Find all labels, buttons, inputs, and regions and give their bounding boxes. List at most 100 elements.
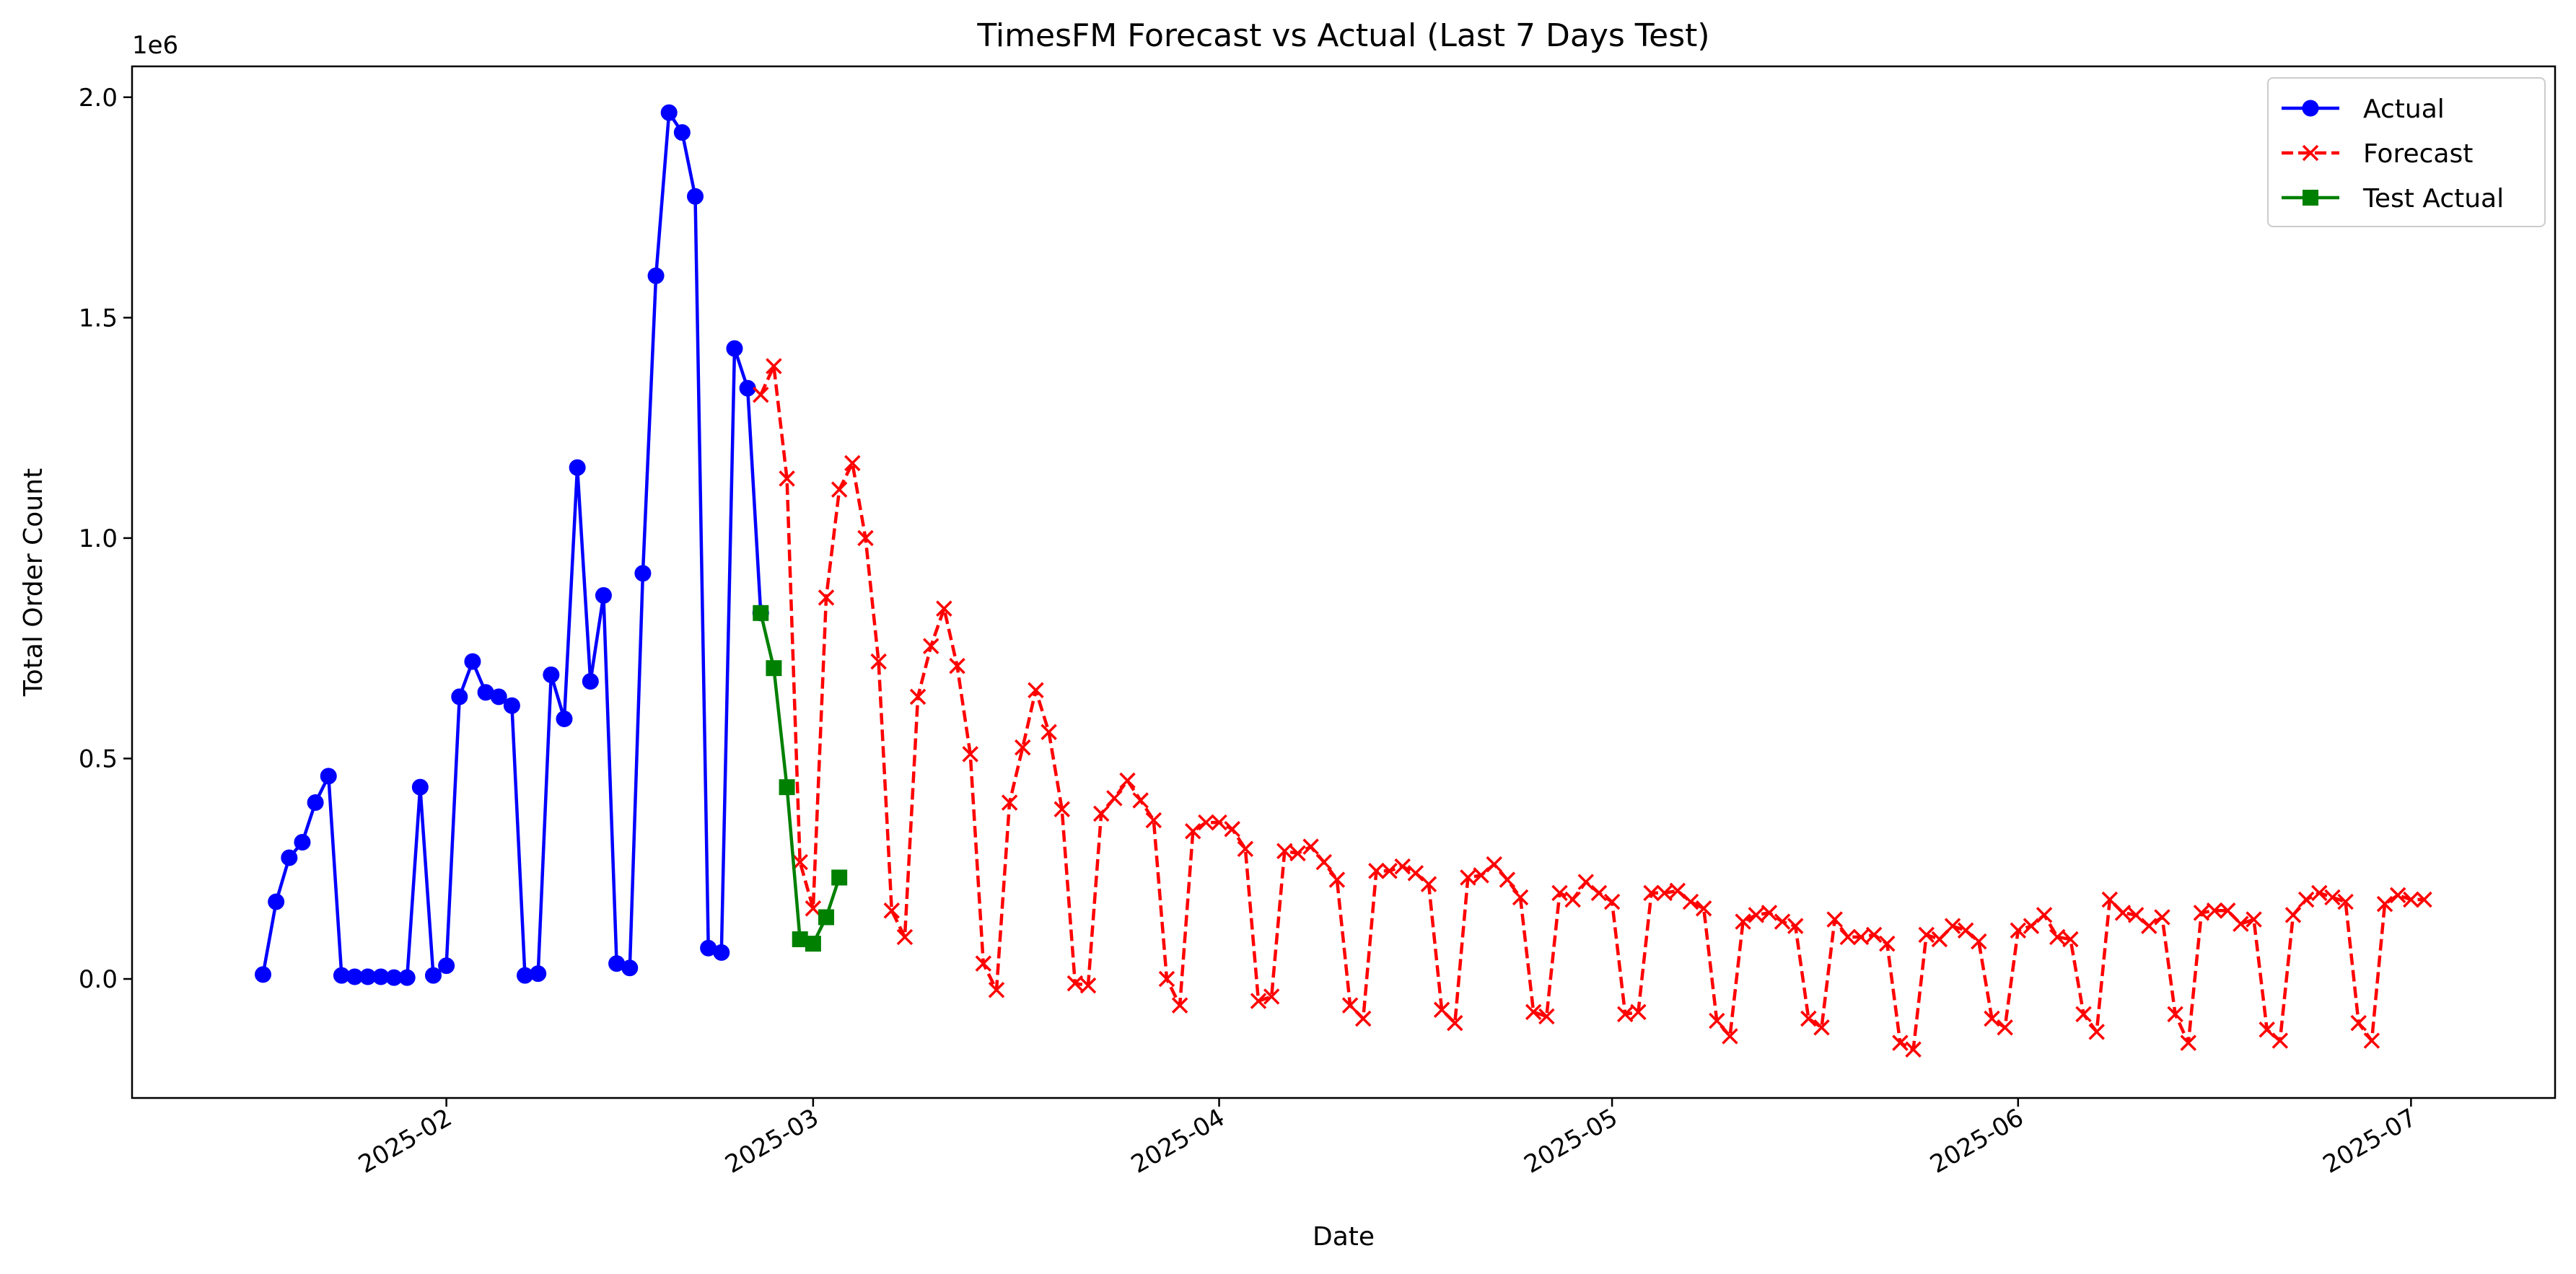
legend-marker [2302,144,2319,162]
data-point-actual [307,794,324,812]
y-tick-label: 1.0 [79,524,118,553]
legend-items: Actual Forecast Test Actual [2282,95,2504,214]
data-point-forecast [1394,858,1411,875]
data-point-forecast [1354,1010,1372,1027]
y-offset-label: 1e6 [132,31,178,60]
data-point-actual [530,965,547,983]
data-point-forecast [1538,1008,1555,1025]
data-point-forecast [883,902,901,919]
data-point-test-actual [753,605,769,621]
data-point-forecast [2246,911,2262,928]
data-point-forecast [2180,1034,2196,1051]
data-point-forecast [1590,884,1608,902]
data-point-forecast [1066,975,1084,992]
data-point-forecast [1106,790,1123,807]
data-point-forecast [1944,918,1961,934]
x-tick-label: 2025-07 [2318,1103,2422,1179]
data-point-forecast [1603,893,1621,910]
data-point-forecast [2075,1006,2092,1023]
data-point-forecast [1682,893,1699,910]
data-point-forecast [1263,988,1280,1005]
data-point-forecast [1158,970,1175,988]
data-point-forecast [2376,895,2393,913]
data-point-actual [464,653,481,670]
data-point-forecast [2311,884,2328,902]
data-point-forecast [1224,820,1240,838]
data-point-forecast [2297,891,2315,908]
data-point-forecast [1198,814,1214,831]
data-point-forecast [975,955,992,972]
data-point-forecast [2023,918,2040,934]
data-point-forecast [1905,1041,1922,1058]
data-point-actual [451,688,468,706]
data-point-forecast [1748,907,1765,923]
data-point-actual [634,565,652,582]
data-point-forecast [2010,922,2027,939]
plot-background [132,66,2555,1098]
data-point-actual [726,340,743,357]
y-tick-label: 0.5 [79,744,118,773]
data-point-forecast [1800,1010,1817,1027]
data-point-forecast [1695,900,1712,917]
y-axis: 0.0 0.5 1.0 1.5 2.0 [79,84,132,994]
data-point-forecast [1630,1003,1647,1021]
data-point-forecast [1709,1012,1725,1029]
data-point-forecast [1119,772,1136,789]
data-point-forecast [2324,889,2341,906]
series-test-actual [753,605,848,952]
chart-title: TimesFM Forecast vs Actual (Last 7 Days … [976,17,1709,54]
data-point-forecast [1839,928,1857,946]
data-point-actual [595,587,612,604]
data-point-forecast [844,454,861,472]
data-point-forecast [870,653,887,670]
data-point-test-actual [779,779,795,796]
y-tick-label: 1.5 [79,304,118,333]
data-point-forecast [779,470,795,487]
data-point-actual [424,967,442,984]
data-point-forecast [1892,1034,1909,1051]
data-point-actual [569,459,586,476]
legend-label: Test Actual [2362,184,2504,214]
data-point-forecast [2127,907,2145,923]
data-point-forecast [831,481,848,498]
data-point-forecast [1984,1010,2000,1027]
data-point-forecast [1053,801,1070,817]
data-point-forecast [1132,792,1149,809]
data-point-forecast [2049,928,2066,946]
data-point-forecast [2193,905,2210,921]
x-tick-label: 2025-05 [1520,1103,1623,1179]
series-forecast [753,358,2432,1058]
legend-label: Forecast [2363,139,2473,169]
data-point-actual [255,966,272,983]
data-point-forecast [1460,869,1476,886]
data-point-forecast [1564,891,1581,908]
data-point-forecast [2284,907,2302,923]
series-layer [255,104,2432,1058]
data-point-forecast [1079,977,1097,994]
data-point-forecast [753,387,769,403]
data-point-forecast [1420,876,1437,892]
data-point-forecast [1381,863,1398,879]
data-point-test-actual [818,909,835,926]
data-point-forecast [857,530,874,547]
data-point-forecast [1957,922,1974,939]
data-point-forecast [949,657,965,675]
data-point-forecast [896,928,914,946]
data-point-actual [294,834,311,851]
data-point-actual [621,959,639,977]
data-point-actual [438,957,455,975]
data-point-forecast [1722,1028,1738,1045]
data-point-forecast [1328,871,1346,888]
data-point-forecast [909,688,926,706]
data-point-forecast [1486,856,1502,873]
data-point-forecast [1302,838,1319,855]
data-point-forecast [2154,909,2170,926]
data-point-actual [687,188,704,205]
data-point-forecast [1512,889,1529,906]
data-point-forecast [1407,865,1424,882]
data-point-forecast [962,746,978,763]
data-point-forecast [1865,926,1883,944]
data-point-forecast [1289,845,1306,862]
data-point-forecast [1826,911,1843,928]
data-point-forecast [2206,902,2223,919]
